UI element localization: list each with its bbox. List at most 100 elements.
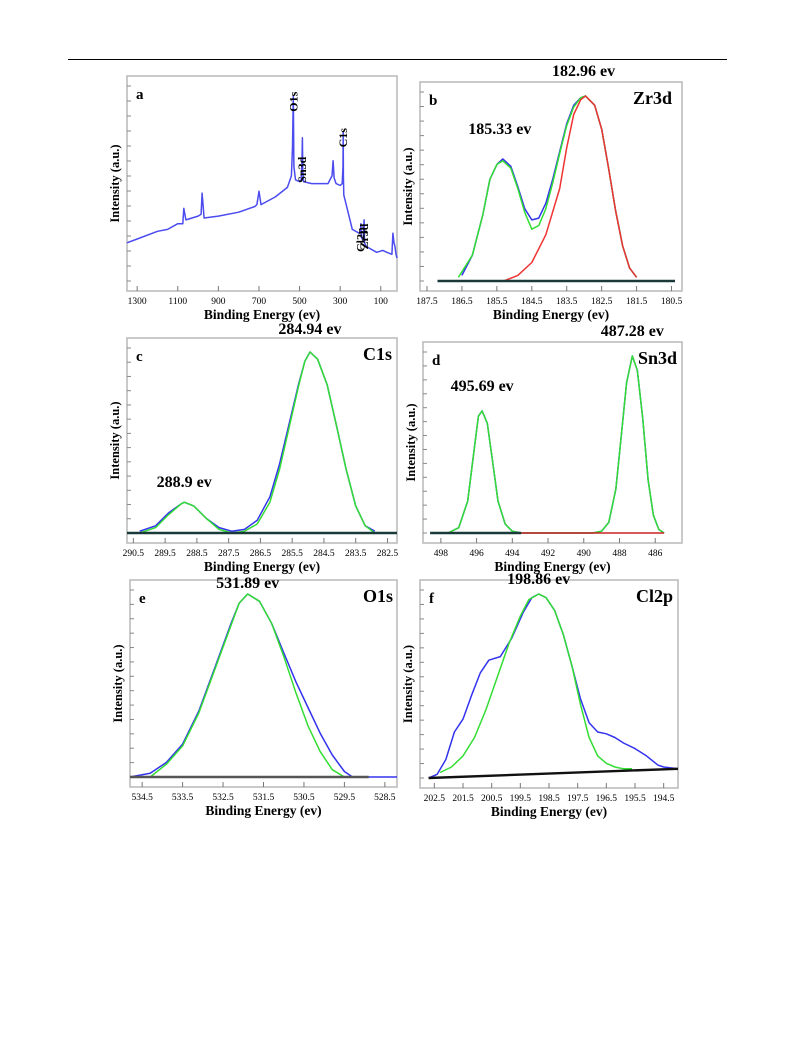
x-axis-label: Binding Energy (ev) — [204, 307, 320, 322]
x-tick-label: 300 — [333, 297, 348, 307]
chart-panel-e: 534.5 533.5 532.5 531.5 530.5 529.5 528.5 Bindi… — [111, 575, 398, 818]
element-label: C1s — [363, 344, 392, 364]
element-label: O1s — [363, 586, 393, 606]
peak-label: 284.94 ev — [278, 321, 341, 338]
panel-letter: a — [136, 87, 144, 103]
x-axis-label: Binding Energy (ev) — [204, 559, 320, 574]
x-tick-label: 181.5 — [626, 297, 648, 307]
x-tick-label: 198.5 — [538, 794, 560, 804]
y-axis-label: Intensity (a.u.) — [401, 645, 415, 723]
x-tick-label: 187.5 — [416, 297, 438, 307]
peak-label: 182.96 ev — [552, 63, 615, 80]
x-axis-label: Binding Energy (ev) — [493, 307, 609, 322]
x-tick-label: 100 — [374, 297, 389, 307]
x-tick-label: 194.5 — [653, 794, 675, 804]
x-tick-label: 529.5 — [334, 793, 356, 803]
x-tick-label: 533.5 — [172, 793, 194, 803]
series-line — [428, 767, 679, 780]
x-tick-label: 182.5 — [591, 297, 613, 307]
x-tick-label: 196.5 — [596, 794, 618, 804]
x-axis-label: Binding Energy (ev) — [491, 804, 607, 819]
x-tick-label: 202.5 — [424, 794, 446, 804]
x-tick-label: 531.5 — [253, 793, 275, 803]
element-label: Sn3d — [638, 348, 677, 368]
x-axis-label: Binding Energy (ev) — [205, 803, 321, 818]
x-tick-label: 195.5 — [624, 794, 646, 804]
plot-frame — [126, 75, 398, 292]
x-tick-label: 283.5 — [345, 549, 367, 559]
x-tick-label: 184.5 — [521, 297, 543, 307]
x-tick-label: 201.5 — [452, 794, 474, 804]
chart-panel-a: 1300 1100 900 700 500 300 100 Binding Energy (e… — [108, 75, 398, 322]
x-tick-label: 532.5 — [212, 793, 234, 803]
series-line — [139, 351, 376, 534]
x-tick-label: 1100 — [168, 297, 187, 307]
x-tick-label: 488 — [612, 549, 627, 559]
x-tick-label: 197.5 — [567, 794, 589, 804]
series-line — [149, 593, 345, 778]
x-tick-label: 534.5 — [131, 793, 153, 803]
peak-label: Cl2p — [354, 227, 368, 252]
plot-frame — [129, 579, 398, 788]
x-tick-label: 286.5 — [250, 549, 272, 559]
peak-label: 198.86 ev — [507, 571, 570, 588]
x-tick-label: 700 — [252, 297, 267, 307]
plot-frame — [422, 341, 683, 544]
series-line — [503, 95, 638, 282]
x-tick-label: 530.5 — [293, 793, 315, 803]
x-tick-label: 1300 — [128, 297, 147, 307]
chart-panel-d: 498 496 494 492 490 488 486 Binding Energy (ev)… — [404, 323, 683, 574]
x-tick-label: 180.5 — [661, 297, 683, 307]
y-axis-label: Intensity (a.u.) — [401, 147, 415, 225]
y-axis-label: Intensity (a.u.) — [404, 403, 418, 481]
plot-frame — [419, 579, 679, 789]
x-tick-label: 900 — [211, 297, 226, 307]
series-line — [129, 593, 397, 778]
x-tick-label: 500 — [292, 297, 307, 307]
peak-label: C1s — [336, 128, 350, 148]
chart-panel-f: 202.5 201.5 200.5 199.5 198.5 197.5 196.5 195.5… — [401, 571, 679, 819]
peak-label: 288.9 ev — [157, 474, 212, 491]
x-tick-label: 490 — [577, 549, 592, 559]
page-header-rule — [68, 59, 727, 60]
panel-letter: b — [429, 93, 437, 109]
x-tick-label: 284.5 — [313, 549, 335, 559]
x-tick-label: 186.5 — [451, 297, 473, 307]
x-tick-label: 287.5 — [218, 549, 240, 559]
x-axis-label: Binding Energy (ev) — [494, 559, 610, 574]
x-tick-label: 185.5 — [486, 297, 508, 307]
x-tick-label: 496 — [469, 549, 484, 559]
peak-label: O1s — [286, 91, 300, 111]
plot-frame — [419, 81, 683, 292]
x-tick-label: 290.5 — [123, 549, 145, 559]
chart-panel-c: 290.5 289.5 288.5 287.5 286.5 285.5 284.5 283.5… — [108, 321, 398, 574]
x-tick-label: 289.5 — [154, 549, 176, 559]
x-tick-label: 486 — [648, 549, 663, 559]
series-line — [126, 94, 398, 259]
x-tick-label: 494 — [505, 549, 520, 559]
element-label: Zr3d — [633, 88, 672, 108]
peak-label: Zr3d — [357, 223, 371, 249]
chart-panel-b: 187.5 186.5 185.5 184.5 183.5 182.5 181.5 180.5… — [401, 63, 683, 322]
y-axis-label: Intensity (a.u.) — [108, 401, 122, 479]
element-label: Cl2p — [636, 586, 673, 606]
x-tick-label: 528.5 — [374, 793, 396, 803]
plot-frame — [126, 337, 398, 544]
x-tick-label: 200.5 — [481, 794, 503, 804]
x-tick-label: 282.5 — [377, 549, 399, 559]
x-tick-label: 498 — [434, 549, 449, 559]
y-axis-label: Intensity (a.u.) — [111, 644, 125, 722]
panel-letter: d — [432, 353, 441, 369]
peak-label: 495.69 ev — [451, 378, 514, 395]
peak-label: 185.33 ev — [468, 121, 531, 138]
x-tick-label: 492 — [541, 549, 556, 559]
x-tick-label: 288.5 — [186, 549, 208, 559]
x-tick-label: 199.5 — [510, 794, 532, 804]
panel-letter: f — [429, 591, 435, 607]
x-tick-label: 285.5 — [281, 549, 303, 559]
panel-letter: e — [139, 591, 146, 607]
panel-letter: c — [136, 349, 143, 365]
series-line — [439, 593, 633, 774]
peak-label: 487.28 ev — [601, 323, 664, 340]
